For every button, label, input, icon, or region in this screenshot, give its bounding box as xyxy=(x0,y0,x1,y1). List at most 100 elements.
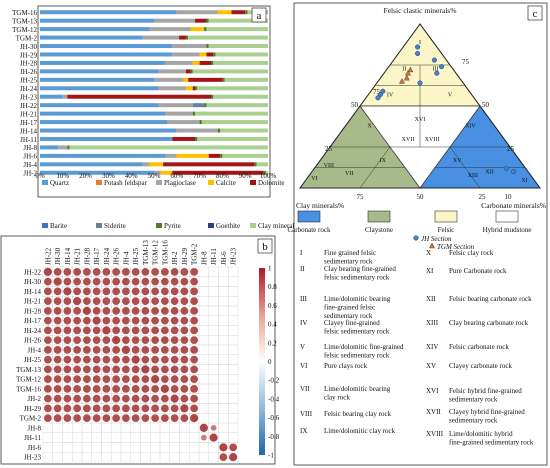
class-desc-XVIII-0: Lime/dolomitic hybrid xyxy=(449,430,513,438)
corr-dot-JH-30-JH-28 xyxy=(82,277,91,286)
corr-dot-JH-11-JH-26 xyxy=(115,437,117,439)
colorbar-tick-0.8: 0.8 xyxy=(268,283,277,291)
corr-dot-JH-22-JH-29 xyxy=(180,267,189,276)
bar-JH-4-dolomite xyxy=(163,162,255,167)
corr-dot-JH-30-TGM-16 xyxy=(160,277,169,286)
corr-dot-JH-21-JH-6 xyxy=(222,300,224,302)
corr-dot-JH-24-JH-4 xyxy=(121,326,130,335)
corr-dot-JH-2-JH-6 xyxy=(222,398,224,400)
colorbar-tick-0.6: 0.6 xyxy=(268,302,277,310)
corr-dot-JH-24-JH-11 xyxy=(213,329,215,331)
bar-JH-29-quartz xyxy=(40,52,173,57)
corr-dot-JH-28-TGM-2 xyxy=(190,306,199,315)
panel-a-frame xyxy=(37,5,271,198)
x-tick-60%: 60% xyxy=(170,172,183,180)
corr-dot-JH-6-JH-29 xyxy=(183,446,185,448)
col-label-JH-30: JH-30 xyxy=(54,247,62,265)
class-desc-IV-1: felsic sedimentary rock xyxy=(324,328,390,336)
class-num-XVI: XVI xyxy=(426,387,439,395)
class-desc-II-0: Clay bearing fine-grained xyxy=(324,265,396,273)
class-desc-XVI-1: sedimentary rock xyxy=(449,396,498,404)
corr-dot-JH-29-JH-26 xyxy=(112,404,121,413)
corr-dot-TGM-12-TGM-16 xyxy=(160,375,169,384)
corr-dot-JH-11-JH-30 xyxy=(57,437,59,439)
col-label-JH-14: JH-14 xyxy=(64,247,72,265)
corr-dot-TGM-16-JH-11 xyxy=(213,388,215,390)
corr-dot-JH-14-TGM-2 xyxy=(190,287,199,296)
corr-dot-TGM-16-JH-17 xyxy=(92,384,101,393)
bar-JH-11-clay-mineral xyxy=(197,136,268,141)
corr-dot-JH-11-JH-23 xyxy=(232,437,234,439)
class-num-V: V xyxy=(300,343,305,351)
region-label-I: I xyxy=(419,40,421,46)
legend-swatch-dolomite xyxy=(250,180,256,185)
corr-dot-JH-22-TGM-2 xyxy=(190,267,199,276)
class-desc-VII-0: Lime/dolomitic bearing xyxy=(324,385,391,393)
corr-dot-JH-6-JH-26 xyxy=(115,446,117,448)
legend-swatch-calcite xyxy=(208,180,214,185)
corr-dot-TGM-12-JH-14 xyxy=(63,375,72,384)
x-tick-40%: 40% xyxy=(125,172,138,180)
legend-swatch-quartz xyxy=(42,180,48,185)
corr-dot-JH-11-JH-24 xyxy=(105,437,107,439)
bar-JH-26-pyrite xyxy=(190,69,193,74)
bar-TGM-13-dolomite xyxy=(195,18,207,23)
corr-dot-TGM-16-JH-25 xyxy=(131,384,140,393)
region-label-VI: VI xyxy=(311,176,317,182)
corr-dot-JH-11-JH-28 xyxy=(86,437,88,439)
bar-TGM-2-plagioclase xyxy=(142,35,180,40)
corr-dot-JH-17-JH-29 xyxy=(180,316,189,325)
x-tick-90%: 90% xyxy=(239,172,252,180)
corr-dot-JH-11-JH-8 xyxy=(201,434,207,441)
corr-dot-JH-4-TGM-12 xyxy=(151,345,160,354)
bar-JH-8-clay-mineral xyxy=(69,145,268,150)
corr-dot-TGM-12-JH-29 xyxy=(180,375,189,384)
corr-dot-JH-29-JH-30 xyxy=(53,404,62,413)
panel-a-label-box xyxy=(251,7,267,23)
corr-dot-TGM-13-JH-23 xyxy=(232,368,234,370)
corr-dot-JH-14-JH-30 xyxy=(53,287,62,296)
corr-dot-JH-6-JH-2 xyxy=(174,446,176,448)
class-num-VII: VII xyxy=(300,385,310,393)
col-label-JH-8: JH-8 xyxy=(200,251,208,265)
class-num-II: II xyxy=(300,265,305,273)
region-label-IV: IV xyxy=(387,93,394,99)
corr-dot-JH-25-JH-23 xyxy=(232,359,234,361)
corr-dot-JH-21-JH-30 xyxy=(53,297,62,306)
corr-dot-JH-29-JH-17 xyxy=(92,404,101,413)
colorbar-tick--0.8: -0.8 xyxy=(268,433,280,441)
corr-dot-JH-29-JH-22 xyxy=(43,404,52,413)
row-label-JH-8: JH-8 xyxy=(27,424,41,432)
corr-dot-JH-21-JH-22 xyxy=(43,297,52,306)
category-label-JH-23: JH-23 xyxy=(20,94,38,102)
category-label-JH-2: JH-2 xyxy=(23,170,37,178)
corr-dot-JH-14-JH-6 xyxy=(222,290,224,292)
col-label-JH-28: JH-28 xyxy=(83,247,91,265)
category-label-JH-6: JH-6 xyxy=(23,153,37,161)
corr-dot-JH-30-JH-22 xyxy=(43,277,52,286)
corr-dot-TGM-2-JH-6 xyxy=(222,417,224,419)
corr-dot-JH-4-JH-11 xyxy=(213,349,215,351)
corr-dot-JH-30-JH-17 xyxy=(92,277,101,286)
class-desc-XV-0: Clayey carbonate rock xyxy=(449,362,512,370)
corr-dot-TGM-13-JH-29 xyxy=(180,365,189,374)
class-desc-XI-0: Pure Carbonate rock xyxy=(449,267,507,275)
bar-JH-4-calcite xyxy=(149,162,164,167)
corr-dot-JH-24-JH-14 xyxy=(63,326,72,335)
corr-dot-JH-26-JH-6 xyxy=(222,339,224,341)
corr-dot-JH-28-JH-17 xyxy=(92,306,101,315)
bar-JH-29-clay-mineral xyxy=(215,52,268,57)
corr-dot-JH-17-JH-8 xyxy=(203,320,205,322)
class-desc-XIII-0: Clay bearing carbonate rock xyxy=(449,319,529,327)
corr-dot-JH-14-JH-25 xyxy=(131,287,140,296)
corr-dot-JH-23-TGM-12 xyxy=(154,456,156,458)
category-label-JH-11: JH-11 xyxy=(20,136,37,144)
bar-JH-14-pyrite xyxy=(217,128,221,133)
bar-JH-6-dolomite xyxy=(208,153,221,158)
bar-JH-4-plagioclase xyxy=(142,162,150,167)
bar-JH-22-pyrite xyxy=(204,103,207,108)
corr-dot-JH-2-JH-25 xyxy=(131,394,140,403)
corr-dot-JH-26-JH-14 xyxy=(63,336,72,345)
corr-dot-JH-2-JH-29 xyxy=(180,394,189,403)
corr-dot-JH-4-JH-4 xyxy=(121,345,130,354)
